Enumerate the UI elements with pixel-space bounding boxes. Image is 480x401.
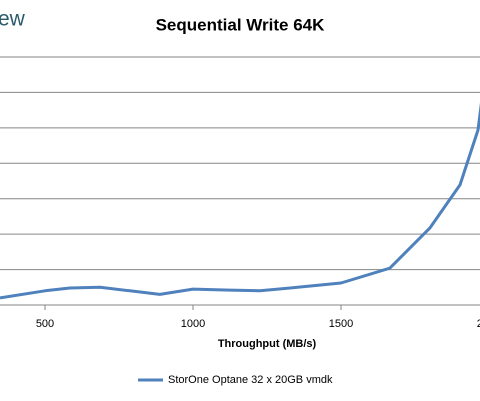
- x-axis-label: Throughput (MB/s): [218, 338, 317, 350]
- x-tick-label: 1000: [181, 318, 205, 330]
- legend-label: StorOne Optane 32 x 20GB vmdk: [168, 374, 333, 386]
- x-tick-label: 500: [36, 318, 54, 330]
- watermark: ew: [0, 8, 26, 31]
- chart-title: Sequential Write 64K: [156, 15, 326, 34]
- x-tick-label: 2000: [477, 318, 480, 330]
- x-tick-label: 1500: [329, 318, 353, 330]
- series-line: [0, 102, 480, 300]
